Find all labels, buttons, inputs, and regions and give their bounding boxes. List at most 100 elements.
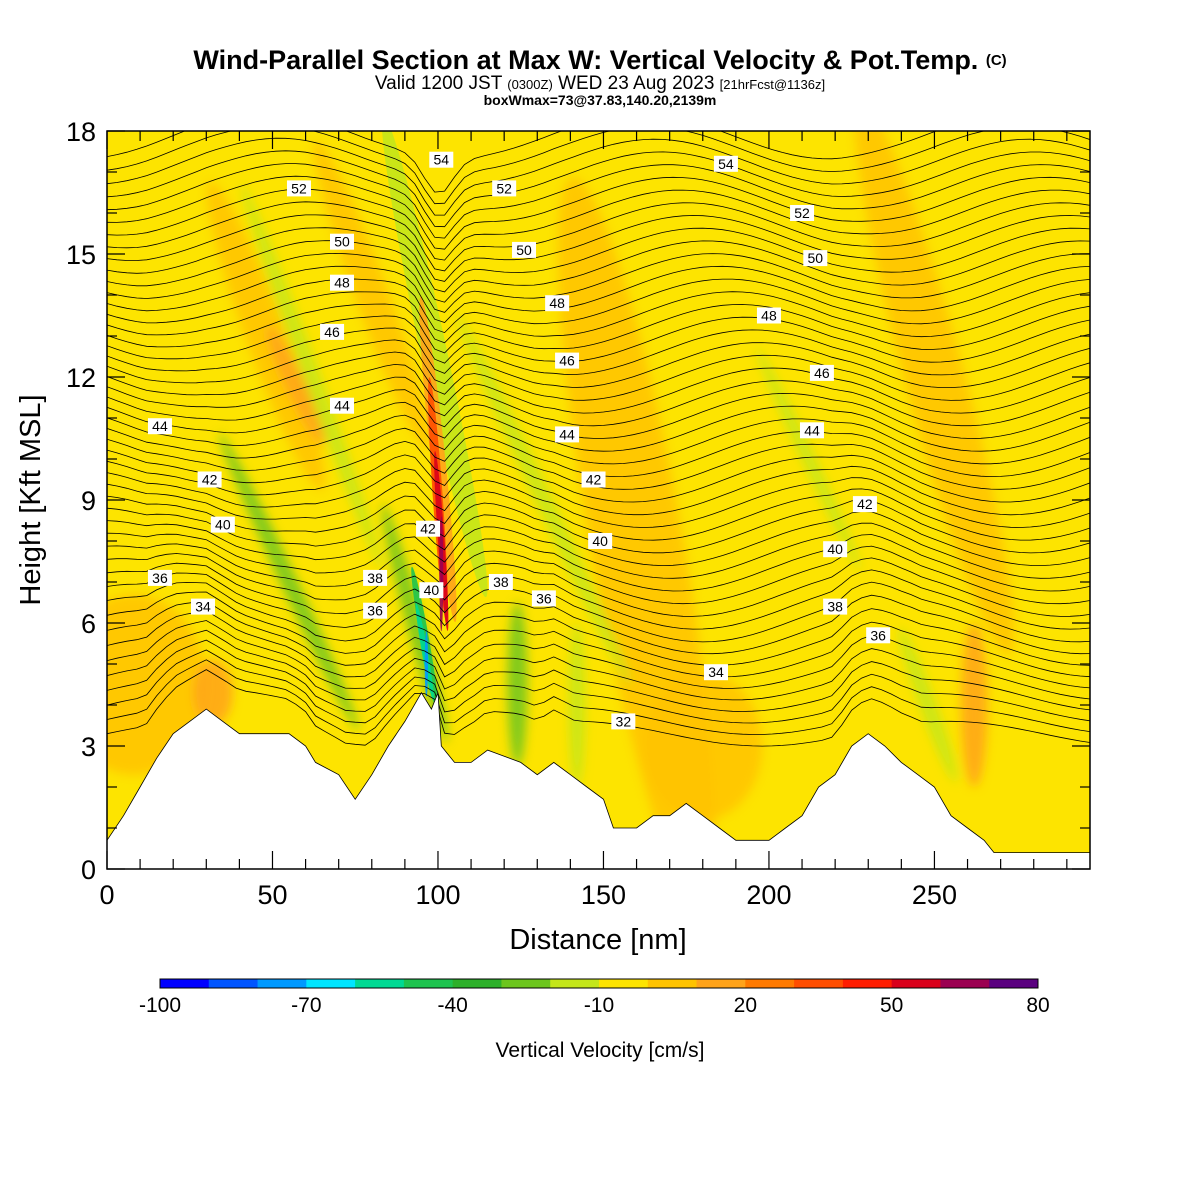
theta-contour-line — [107, 401, 1090, 452]
svg-text:54: 54 — [433, 152, 449, 168]
contour-label: 52 — [286, 180, 311, 197]
contour-label: 48 — [545, 295, 570, 312]
svg-text:32: 32 — [616, 713, 632, 729]
terrain — [107, 691, 1090, 869]
contour-label: 54 — [429, 151, 454, 168]
svg-text:34: 34 — [195, 599, 211, 615]
colorbar-label: Vertical Velocity [cm/s] — [496, 1039, 705, 1062]
y-tick-label: 18 — [66, 117, 96, 147]
theta-contour-line — [107, 414, 1090, 465]
contour-label: 42 — [852, 496, 877, 513]
theta-contour-line — [107, 610, 1090, 678]
theta-contours — [107, 131, 1090, 747]
theta-contour-line — [107, 265, 1090, 323]
x-tick-label: 200 — [746, 880, 791, 910]
theta-contour-line — [107, 545, 1090, 605]
x-tick-label: 50 — [257, 880, 287, 910]
colorbar-tick-label: 20 — [734, 994, 757, 1017]
title-text: Wind-Parallel Section at Max W: Vertical… — [193, 45, 978, 75]
contour-label: 48 — [329, 274, 354, 291]
theta-contour-line — [107, 465, 1090, 516]
theta-contour-line — [107, 600, 1090, 666]
theta-contour-line — [107, 649, 1090, 724]
theta-contour-line — [107, 363, 1090, 414]
svg-text:52: 52 — [291, 180, 307, 196]
contour-label: 52 — [492, 180, 517, 197]
contour-label: 38 — [823, 598, 848, 615]
svg-text:54: 54 — [718, 156, 734, 172]
theta-contour-line — [107, 557, 1090, 617]
theta-contour-line — [107, 534, 1090, 592]
colorbar-swatch — [208, 979, 259, 988]
contour-label: 36 — [866, 627, 891, 644]
svg-text:38: 38 — [827, 599, 843, 615]
theta-contour-line — [107, 522, 1090, 579]
contour-label: 34 — [190, 598, 215, 615]
colorbar-swatch — [891, 979, 941, 988]
svg-text:52: 52 — [794, 205, 810, 221]
colorbar-tick-label: -70 — [291, 994, 321, 1017]
svg-text:48: 48 — [549, 295, 565, 311]
contour-label: 50 — [329, 233, 354, 250]
contour-label: 52 — [790, 205, 815, 221]
colorbar-swatch — [452, 979, 502, 988]
svg-text:42: 42 — [420, 521, 436, 537]
colorbar-tick-label: -100 — [139, 994, 181, 1017]
svg-text:36: 36 — [152, 570, 168, 586]
y-tick-label: 15 — [66, 240, 96, 270]
colorbar-swatch — [403, 979, 454, 988]
copyright-mark: (C) — [986, 52, 1007, 69]
colorbar-swatch — [745, 979, 795, 988]
theta-contour-line — [107, 175, 1090, 250]
contour-label: 46 — [320, 323, 345, 340]
contour-label: 34 — [703, 664, 728, 681]
x-axis-label: Distance [nm] — [509, 924, 686, 956]
contour-label: 42 — [581, 471, 606, 488]
colorbar: -100 -70 -40 -10 20 50 80 — [139, 978, 1050, 1017]
svg-text:38: 38 — [367, 570, 383, 586]
theta-contour-line — [107, 389, 1090, 439]
colorbar-tick-label: -40 — [437, 994, 467, 1017]
contour-label: 44 — [329, 397, 354, 414]
svg-text:50: 50 — [334, 234, 350, 250]
svg-text:36: 36 — [536, 590, 552, 606]
colorbar-tick-label: -10 — [584, 994, 614, 1017]
contour-label: 50 — [803, 250, 828, 267]
x-tick-label: 250 — [912, 880, 957, 910]
svg-text:38: 38 — [493, 574, 509, 590]
contour-label: 36 — [531, 590, 556, 607]
contour-label: 38 — [363, 569, 388, 586]
colorbar-swatch — [842, 979, 893, 988]
colorbar-swatch — [794, 979, 844, 988]
contour-label: 54 — [713, 155, 738, 172]
svg-text:40: 40 — [215, 517, 231, 533]
colorbar-swatch — [306, 979, 356, 988]
theta-contour-line — [107, 639, 1090, 712]
contour-label: 40 — [210, 516, 235, 533]
svg-text:42: 42 — [586, 472, 602, 488]
svg-text:46: 46 — [559, 353, 575, 369]
contour-label: 46 — [809, 364, 834, 381]
theta-contour-line — [107, 227, 1090, 293]
contour-label: 44 — [799, 422, 824, 439]
x-axis: 0 50 100 150 200 250 — [99, 131, 1068, 910]
colorbar-tick-label: 80 — [1026, 994, 1049, 1017]
contour-label: 38 — [488, 574, 513, 590]
svg-text:52: 52 — [496, 180, 512, 196]
theta-contour-line — [107, 659, 1090, 735]
svg-text:48: 48 — [334, 275, 350, 291]
x-tick-label: 150 — [581, 880, 626, 910]
theta-contour-line — [107, 351, 1090, 401]
theta-contour-line — [107, 581, 1090, 643]
colorbar-swatch — [257, 979, 307, 988]
svg-text:34: 34 — [708, 664, 724, 680]
theta-contour-line — [107, 303, 1090, 354]
colorbar-swatch — [989, 979, 1039, 988]
theta-contour-line — [107, 569, 1090, 630]
box-info: boxWmax=73@37.83,140.20,2139m — [484, 92, 717, 108]
colorbar-swatch — [501, 979, 551, 988]
theta-contour-line — [107, 454, 1090, 503]
y-tick-label: 12 — [66, 363, 96, 393]
svg-text:40: 40 — [827, 541, 843, 557]
svg-text:44: 44 — [559, 426, 575, 442]
